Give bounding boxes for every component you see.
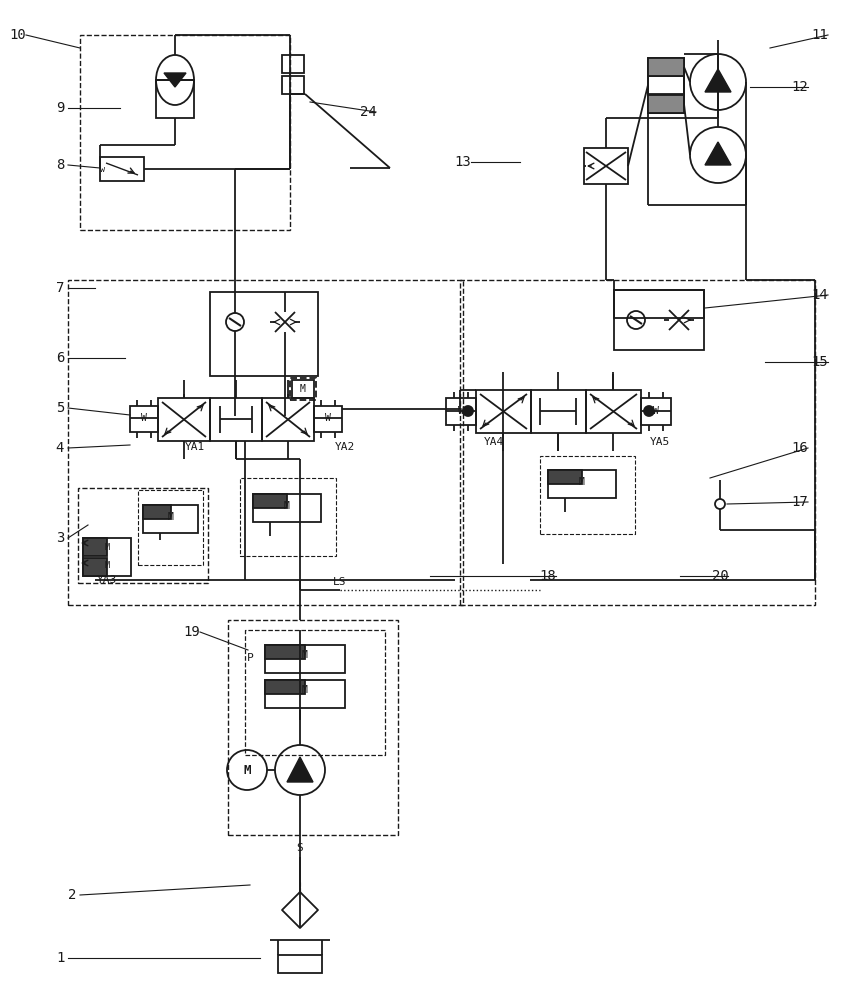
Text: 16: 16 <box>791 441 808 455</box>
Bar <box>143 505 198 533</box>
Bar <box>290 378 316 400</box>
Polygon shape <box>164 73 186 87</box>
Text: M: M <box>244 764 251 776</box>
Bar <box>80 35 290 230</box>
Bar <box>648 58 684 113</box>
Bar <box>282 76 304 94</box>
Text: YA4: YA4 <box>484 437 505 447</box>
Bar <box>314 406 342 432</box>
Text: W: W <box>653 406 659 416</box>
Bar <box>586 390 641 433</box>
Bar <box>282 55 304 73</box>
Text: 3: 3 <box>56 531 65 545</box>
Text: M: M <box>302 650 308 660</box>
Bar <box>83 538 131 576</box>
Text: YA2: YA2 <box>335 442 355 452</box>
Text: 5: 5 <box>56 401 65 415</box>
Bar <box>641 398 671 425</box>
Bar <box>83 558 107 576</box>
Bar <box>648 58 684 76</box>
Bar <box>278 955 322 973</box>
Text: YA5: YA5 <box>650 437 670 447</box>
Bar <box>138 490 203 565</box>
Text: 11: 11 <box>812 28 828 42</box>
Text: 2: 2 <box>68 888 76 902</box>
Bar <box>540 456 635 534</box>
Bar <box>265 680 305 694</box>
Text: YA1: YA1 <box>185 442 205 452</box>
Text: 1: 1 <box>56 951 65 965</box>
Text: 15: 15 <box>812 355 828 369</box>
Text: 8: 8 <box>56 158 65 172</box>
Text: 13: 13 <box>455 155 471 169</box>
Text: 4: 4 <box>56 441 65 455</box>
Text: P: P <box>247 653 254 663</box>
Bar <box>83 538 107 556</box>
Text: 19: 19 <box>183 625 201 639</box>
Circle shape <box>644 406 654 416</box>
Text: 6: 6 <box>56 351 65 365</box>
Bar <box>460 280 815 605</box>
Text: 24: 24 <box>360 105 376 119</box>
Text: w: w <box>101 164 106 174</box>
Text: M: M <box>579 477 585 487</box>
Polygon shape <box>705 142 731 165</box>
Bar <box>292 380 314 398</box>
Bar <box>265 645 305 659</box>
Bar <box>648 95 684 113</box>
Bar <box>143 505 171 519</box>
Bar <box>158 398 210 441</box>
Bar <box>210 292 318 376</box>
Text: 20: 20 <box>712 569 728 583</box>
Text: M: M <box>300 384 306 394</box>
Circle shape <box>463 406 473 416</box>
Bar <box>531 390 586 433</box>
Text: M: M <box>284 501 290 511</box>
Bar <box>262 398 314 441</box>
Text: 9: 9 <box>56 101 65 115</box>
Bar <box>614 290 704 318</box>
Text: YA3: YA3 <box>97 575 117 585</box>
Text: 18: 18 <box>540 569 556 583</box>
Bar <box>78 488 208 583</box>
Bar <box>265 645 345 673</box>
Bar <box>130 406 158 432</box>
Bar <box>548 470 582 484</box>
Bar <box>476 390 531 433</box>
Bar <box>253 494 287 508</box>
Text: M: M <box>302 685 308 695</box>
Bar <box>240 478 336 556</box>
Polygon shape <box>705 69 731 92</box>
Text: 7: 7 <box>56 281 65 295</box>
Text: M: M <box>104 560 109 570</box>
Text: M: M <box>104 544 109 552</box>
Bar <box>614 290 704 350</box>
Bar <box>584 148 628 184</box>
Text: W: W <box>458 406 464 416</box>
Bar <box>446 398 476 425</box>
Text: 12: 12 <box>791 80 808 94</box>
Bar <box>68 280 463 605</box>
Text: LS: LS <box>333 577 347 587</box>
Text: 17: 17 <box>791 495 808 509</box>
Polygon shape <box>287 757 313 782</box>
Text: W: W <box>141 413 147 423</box>
Bar <box>245 630 385 755</box>
Bar <box>228 620 398 835</box>
Text: M: M <box>168 512 174 522</box>
Bar <box>210 398 262 441</box>
Bar <box>156 80 194 118</box>
Text: 10: 10 <box>9 28 27 42</box>
Bar <box>253 494 321 522</box>
Bar <box>265 680 345 708</box>
Bar <box>648 76 684 94</box>
Text: W: W <box>325 413 331 423</box>
Text: S: S <box>297 843 303 853</box>
Bar <box>100 157 144 181</box>
Text: 14: 14 <box>812 288 828 302</box>
Bar <box>548 470 616 498</box>
